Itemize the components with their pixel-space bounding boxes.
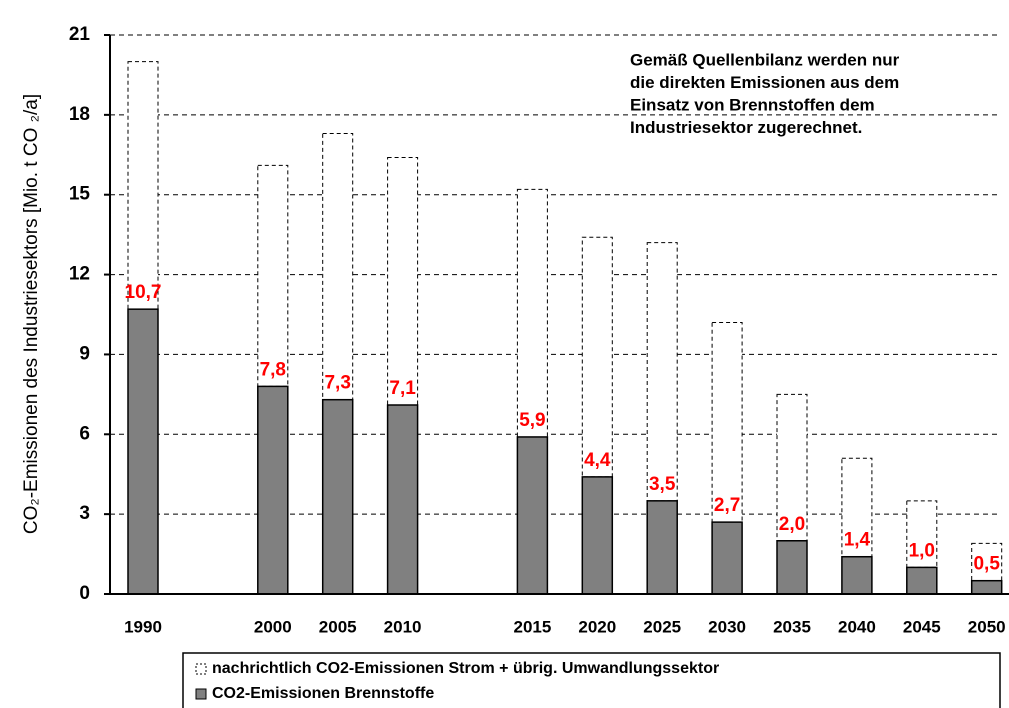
x-tick-label: 2045 bbox=[903, 617, 941, 636]
x-tick-label: 2035 bbox=[773, 617, 811, 636]
value-label: 7,3 bbox=[324, 373, 350, 394]
bar-segment bbox=[906, 566, 938, 595]
bar-segment bbox=[841, 555, 873, 595]
value-label: 7,8 bbox=[260, 359, 286, 380]
bar-segment bbox=[257, 385, 289, 595]
bar-segment bbox=[776, 540, 808, 595]
bar-segment bbox=[841, 457, 873, 558]
y-tick-label: 21 bbox=[69, 24, 91, 45]
bar-segment bbox=[127, 61, 159, 310]
value-label: 2,0 bbox=[779, 514, 805, 535]
value-label: 0,5 bbox=[973, 554, 1000, 575]
legend-swatch bbox=[195, 688, 207, 700]
y-tick-label: 12 bbox=[69, 264, 90, 285]
y-tick-label: 15 bbox=[69, 184, 91, 205]
bar-segment bbox=[776, 393, 808, 542]
value-label: 3,5 bbox=[649, 474, 676, 495]
bar-segment bbox=[127, 308, 159, 595]
annotation: die direkten Emissionen aus dem bbox=[630, 73, 899, 92]
value-label: 10,7 bbox=[125, 282, 162, 303]
bar-segment bbox=[257, 164, 289, 387]
legend-box bbox=[182, 652, 1001, 708]
y-axis-label: CO₂-Emissionen des Industriesektors [Mio… bbox=[21, 94, 42, 534]
legend-swatch bbox=[195, 663, 207, 675]
value-label: 2,7 bbox=[714, 495, 740, 516]
x-tick-label: 2020 bbox=[578, 617, 616, 636]
value-label: 1,0 bbox=[909, 540, 935, 561]
bar-segment bbox=[581, 236, 613, 478]
annotation: Industriesektor zugerechnet. bbox=[630, 118, 862, 137]
bar-segment bbox=[387, 156, 419, 406]
y-tick-label: 9 bbox=[79, 343, 90, 364]
bar-segment bbox=[906, 500, 938, 568]
bar-segment bbox=[971, 542, 1003, 582]
bar-segment bbox=[646, 500, 678, 595]
x-tick-label: 2025 bbox=[643, 617, 681, 636]
value-label: 5,9 bbox=[519, 410, 545, 431]
x-tick-label: 2040 bbox=[838, 617, 876, 636]
bar-segment bbox=[516, 436, 549, 595]
x-tick-label: 2030 bbox=[708, 617, 746, 636]
x-tick-label: 1990 bbox=[124, 617, 162, 636]
bar-segment bbox=[711, 321, 743, 523]
annotation: Einsatz von Brennstoffen dem bbox=[630, 95, 875, 114]
x-tick-label: 2050 bbox=[968, 617, 1006, 636]
bar-segment bbox=[322, 132, 354, 401]
bar-segment bbox=[321, 398, 354, 595]
bar-segment bbox=[581, 476, 614, 595]
value-label: 4,4 bbox=[584, 450, 611, 471]
bar-segment bbox=[386, 404, 419, 595]
bar-segment bbox=[646, 242, 678, 502]
bar-segment bbox=[970, 579, 1003, 595]
y-tick-label: 0 bbox=[79, 583, 90, 604]
x-tick-label: 2005 bbox=[319, 617, 357, 636]
annotation: Gemäß Quellenbilanz werden nur bbox=[630, 50, 900, 69]
y-tick-label: 6 bbox=[79, 423, 90, 444]
x-tick-label: 2000 bbox=[254, 617, 292, 636]
x-tick-label: 2010 bbox=[384, 617, 422, 636]
legend-label: nachrichtlich CO2-Emissionen Strom + übr… bbox=[212, 660, 719, 677]
y-tick-label: 18 bbox=[69, 104, 90, 125]
value-label: 7,1 bbox=[389, 378, 416, 399]
y-tick-label: 3 bbox=[79, 503, 90, 524]
value-label: 1,4 bbox=[844, 530, 871, 551]
bar-segment bbox=[711, 521, 743, 595]
bar-segment bbox=[516, 188, 548, 438]
x-tick-label: 2015 bbox=[513, 617, 551, 636]
legend-label: CO2-Emissionen Brennstoffe bbox=[212, 685, 434, 702]
